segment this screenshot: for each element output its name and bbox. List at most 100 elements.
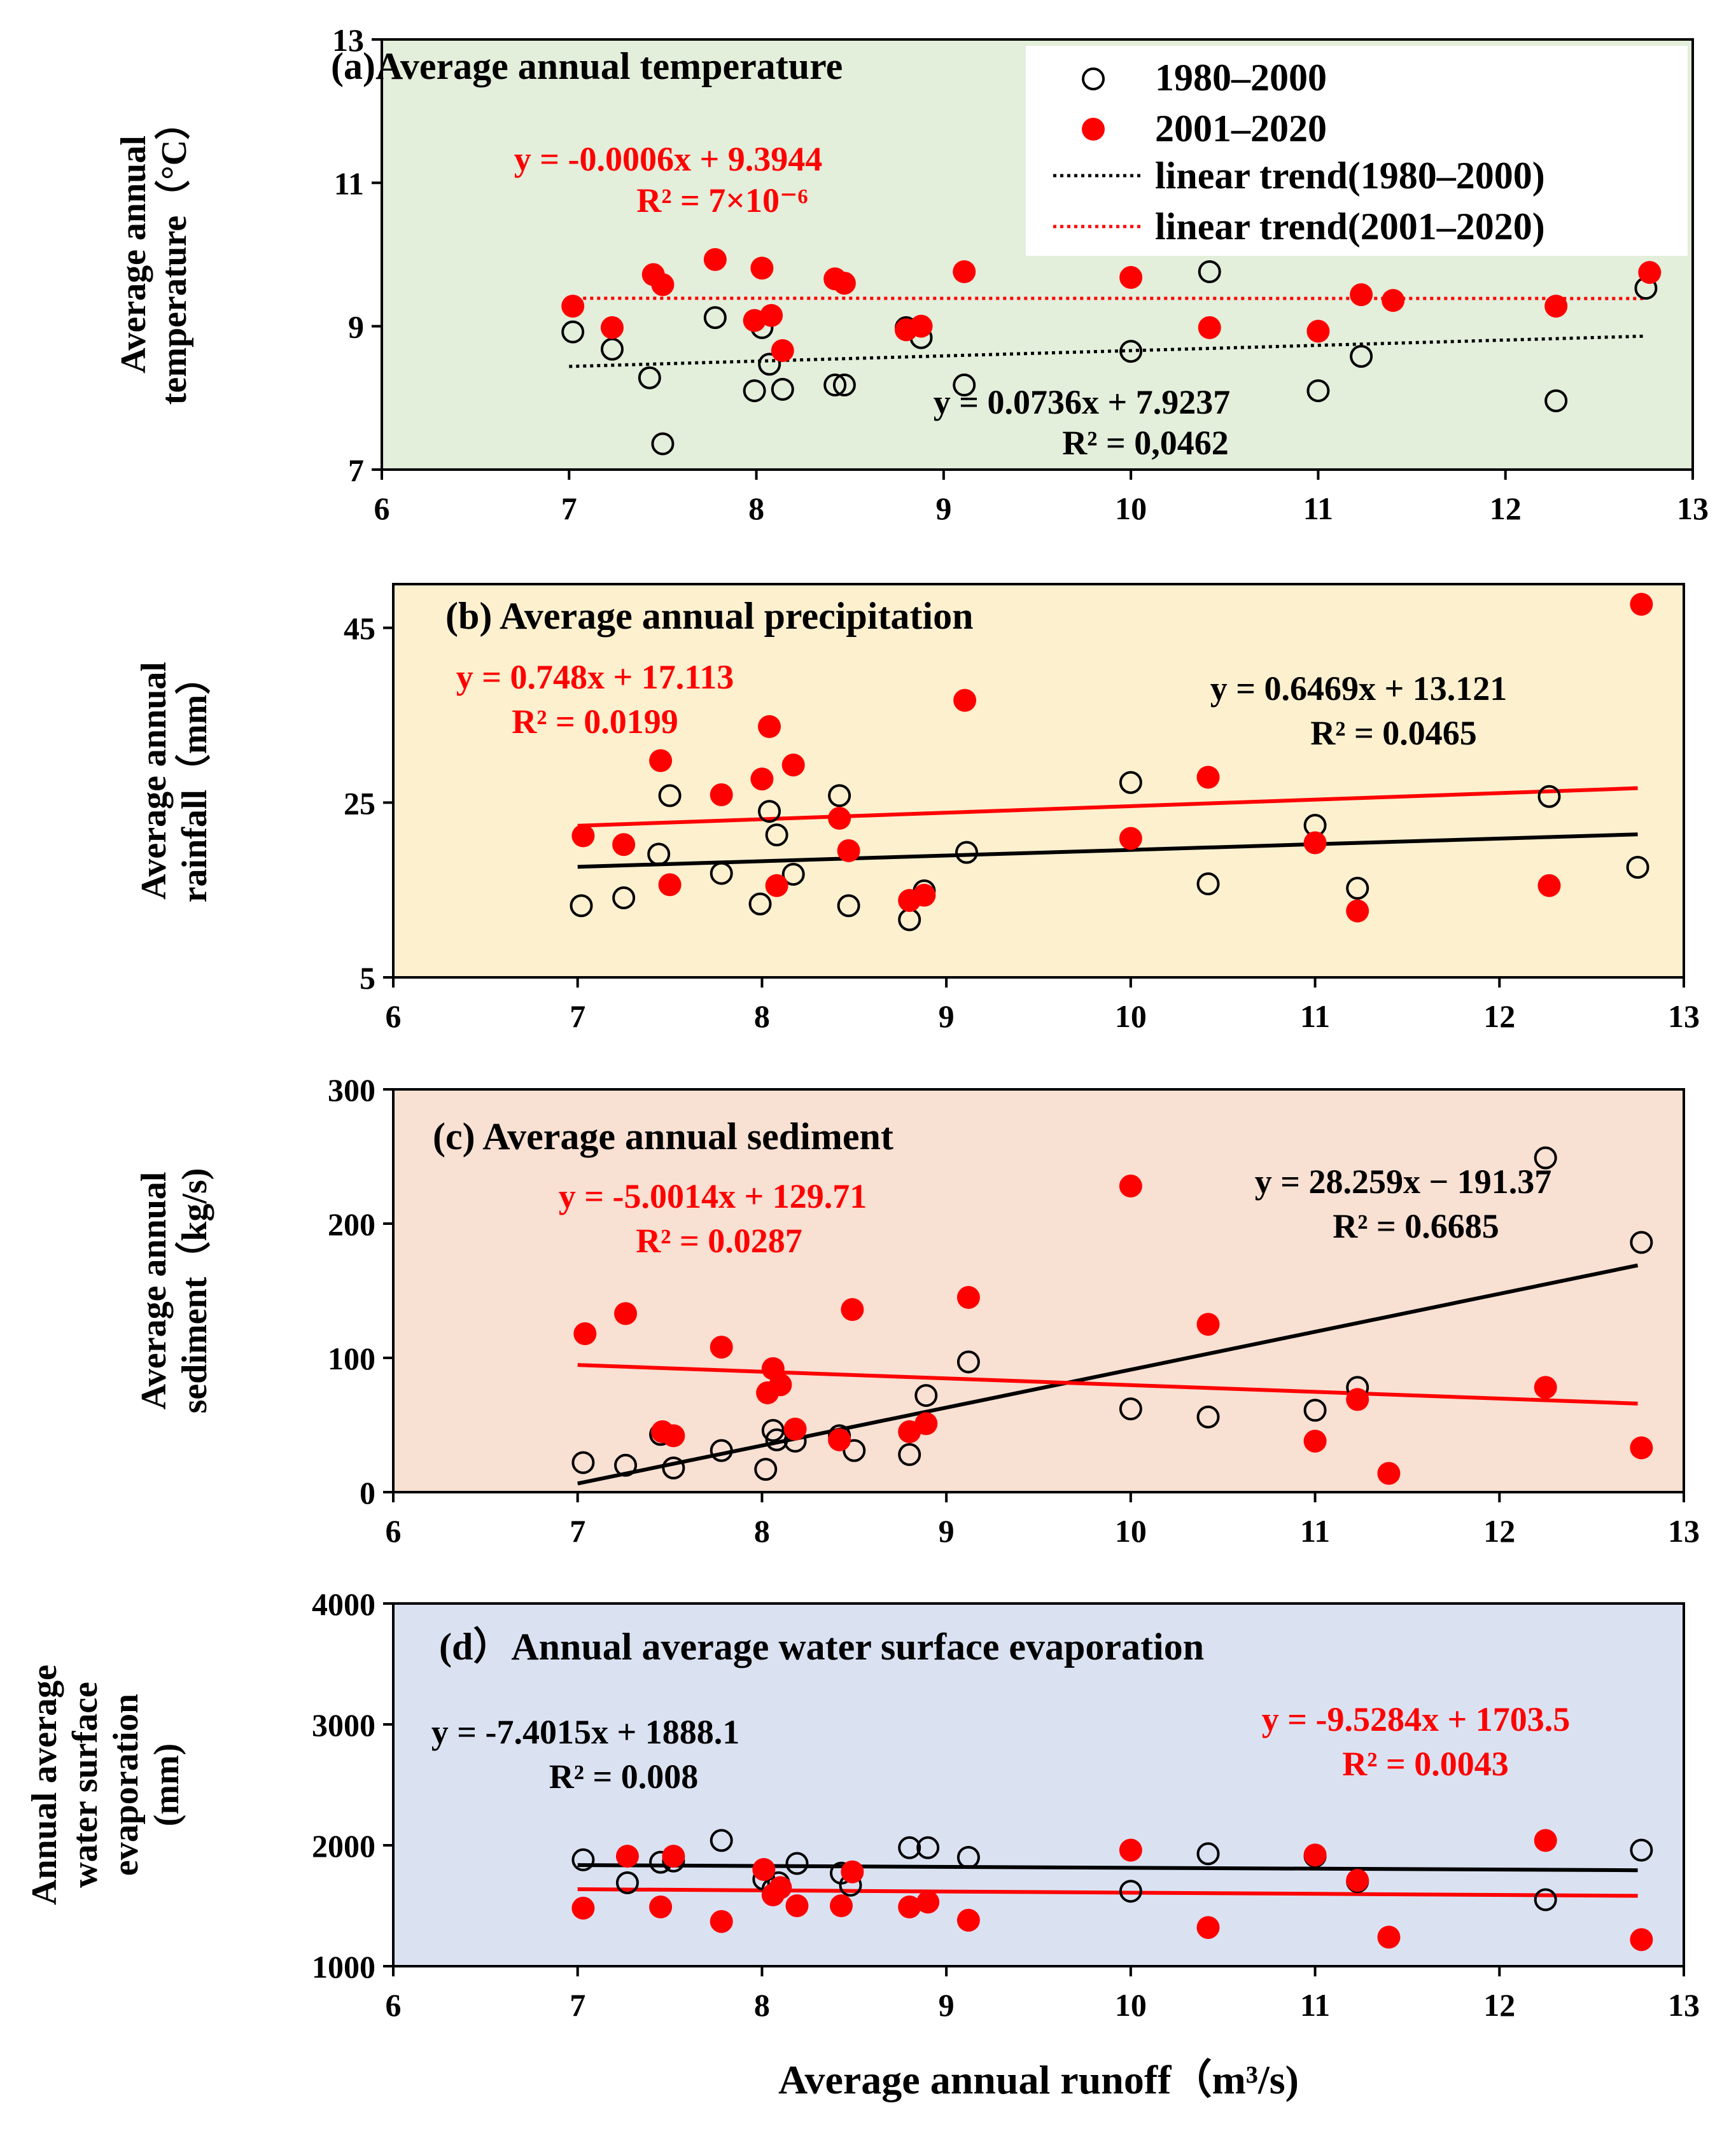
x-tick-label-d: 7 xyxy=(570,1987,585,2023)
r2-c-2001-2020: R² = 0.0287 xyxy=(636,1222,802,1260)
data-point-d-2001-2020 xyxy=(1534,1829,1557,1852)
equation-b-1980-2000: y = 0.6469x + 13.121 xyxy=(1210,669,1508,708)
y-axis-label-d: (mm) xyxy=(147,1743,186,1827)
y-axis-label-a: Average annual xyxy=(114,136,153,374)
x-tick-label-d: 6 xyxy=(386,1987,402,2023)
r2-d-1980-2000: R² = 0.008 xyxy=(549,1757,698,1796)
y-tick-label-a: 9 xyxy=(348,309,364,345)
y-tick-label-b: 45 xyxy=(344,611,375,646)
data-point-d-2001-2020 xyxy=(841,1861,864,1883)
data-point-c-2001-2020 xyxy=(662,1424,685,1447)
data-point-c-2001-2020 xyxy=(1630,1436,1653,1459)
data-point-b-2001-2020 xyxy=(1630,593,1653,616)
data-point-b-2001-2020 xyxy=(750,767,773,790)
data-point-c-2001-2020 xyxy=(914,1412,937,1435)
panel-title-b: (b) Average annual precipitation xyxy=(445,595,973,637)
data-point-c-2001-2020 xyxy=(710,1336,733,1359)
data-point-b-2001-2020 xyxy=(837,839,860,862)
r2-b-1980-2000: R² = 0.0465 xyxy=(1310,714,1476,752)
y-tick-label-b: 5 xyxy=(360,960,375,996)
y-tick-label-c: 0 xyxy=(360,1475,375,1511)
data-point-a-2001-2020 xyxy=(953,260,976,283)
data-point-d-2001-2020 xyxy=(1304,1843,1327,1866)
y-axis-label-b: Average annual xyxy=(134,662,174,900)
data-point-b-2001-2020 xyxy=(710,783,733,806)
x-tick-label-c: 11 xyxy=(1300,1513,1330,1549)
data-point-d-2001-2020 xyxy=(1346,1869,1369,1892)
r2-a-1980-2000: R² = 0,0462 xyxy=(1062,424,1228,462)
equation-d-1980-2000: y = -7.4015x + 1888.1 xyxy=(431,1713,740,1751)
data-point-d-2001-2020 xyxy=(571,1897,594,1920)
r2-a-2001-2020: R² = 7×10⁻⁶ xyxy=(636,181,808,220)
data-point-d-2001-2020 xyxy=(785,1894,808,1917)
equation-c-1980-2000: y = 28.259x − 191.37 xyxy=(1255,1163,1552,1201)
data-point-b-2001-2020 xyxy=(766,874,788,897)
data-point-a-2001-2020 xyxy=(1382,289,1404,312)
data-point-b-2001-2020 xyxy=(758,715,781,738)
data-point-a-2001-2020 xyxy=(1306,320,1329,343)
data-point-a-2001-2020 xyxy=(1119,266,1142,289)
y-axis-label-d: evaporation xyxy=(106,1694,146,1876)
data-point-c-2001-2020 xyxy=(841,1298,864,1321)
y-tick-label-a: 11 xyxy=(334,165,364,201)
data-point-c-2001-2020 xyxy=(957,1286,980,1309)
y-axis-label-c: sediment（kg/s) xyxy=(174,1168,214,1414)
x-tick-label-a: 10 xyxy=(1115,491,1147,526)
x-tick-label-b: 13 xyxy=(1668,998,1700,1034)
x-tick-label-d: 8 xyxy=(754,1987,770,2023)
x-tick-label-b: 12 xyxy=(1483,998,1515,1034)
data-point-c-2001-2020 xyxy=(784,1418,807,1441)
data-point-a-2001-2020 xyxy=(651,273,674,296)
data-point-a-2001-2020 xyxy=(704,248,727,271)
x-tick-label-c: 12 xyxy=(1483,1513,1515,1549)
plot-area-b xyxy=(393,584,1684,977)
data-point-b-2001-2020 xyxy=(1119,827,1142,850)
data-point-a-2001-2020 xyxy=(1198,316,1221,339)
data-point-d-2001-2020 xyxy=(957,1909,980,1932)
data-point-b-2001-2020 xyxy=(782,753,805,776)
y-tick-label-d: 4000 xyxy=(312,1586,375,1622)
x-axis-label: Average annual runoff（m³/s) xyxy=(778,2057,1299,2102)
panel-title-d: (d）Annual average water surface evaporat… xyxy=(439,1625,1204,1668)
data-point-b-2001-2020 xyxy=(1197,766,1220,789)
data-point-d-2001-2020 xyxy=(752,1858,775,1881)
data-point-a-2001-2020 xyxy=(910,315,933,338)
data-point-d-2001-2020 xyxy=(649,1896,672,1918)
y-axis-label-d: water surface xyxy=(66,1682,105,1888)
data-point-b-2001-2020 xyxy=(953,689,976,712)
equation-b-2001-2020: y = 0.748x + 17.113 xyxy=(456,658,734,696)
data-point-c-2001-2020 xyxy=(769,1373,792,1396)
data-point-b-2001-2020 xyxy=(649,749,672,772)
x-tick-label-b: 11 xyxy=(1300,998,1330,1034)
data-point-d-2001-2020 xyxy=(1197,1916,1220,1939)
data-point-d-2001-2020 xyxy=(616,1845,639,1868)
x-tick-label-c: 6 xyxy=(386,1513,402,1549)
y-tick-label-b: 25 xyxy=(344,785,375,821)
data-point-b-2001-2020 xyxy=(612,833,635,856)
x-tick-label-b: 10 xyxy=(1115,998,1147,1034)
data-point-d-2001-2020 xyxy=(916,1890,939,1913)
equation-a-1980-2000: y = 0.0736x + 7.9237 xyxy=(934,383,1231,421)
y-axis-label-b: rainfall（mm） xyxy=(174,659,214,903)
data-point-c-2001-2020 xyxy=(1346,1388,1369,1411)
x-tick-label-d: 13 xyxy=(1668,1987,1700,2023)
data-point-a-2001-2020 xyxy=(601,316,624,339)
y-axis-label-d: Annual average xyxy=(25,1665,64,1905)
data-point-d-2001-2020 xyxy=(830,1894,853,1917)
legend-label-trend-1980-2000: linear trend(1980–2000) xyxy=(1155,155,1545,197)
data-point-b-2001-2020 xyxy=(1304,832,1327,855)
data-point-b-2001-2020 xyxy=(659,873,682,896)
x-tick-label-a: 13 xyxy=(1677,491,1709,526)
x-tick-label-a: 7 xyxy=(561,491,577,526)
r2-b-2001-2020: R² = 0.0199 xyxy=(512,702,678,741)
r2-d-2001-2020: R² = 0.0043 xyxy=(1342,1745,1508,1783)
data-point-a-2001-2020 xyxy=(771,339,794,362)
data-point-a-2001-2020 xyxy=(1544,295,1567,318)
data-point-a-2001-2020 xyxy=(561,295,584,318)
